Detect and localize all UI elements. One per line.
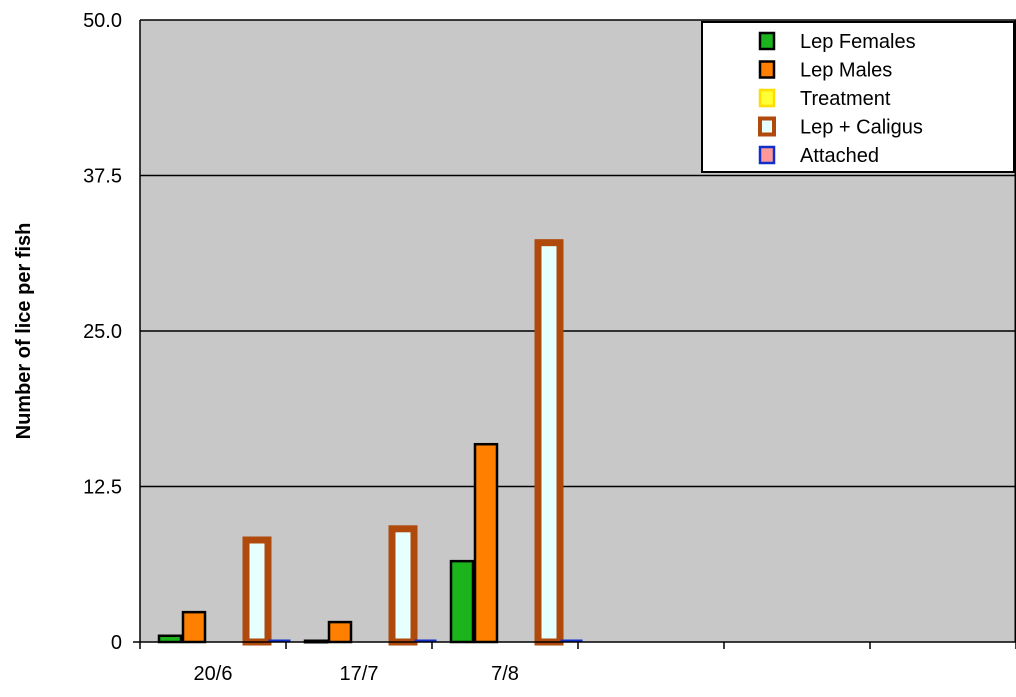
bar-lep-females — [449, 559, 475, 644]
x-tick-label: 7/8 — [491, 663, 519, 685]
bar-lep-males — [327, 620, 353, 644]
bar-attached — [268, 639, 291, 642]
y-tick-labels: 0 12.5 25.0 37.5 50.0 — [83, 10, 122, 654]
x-tick-label: 17/7 — [340, 663, 379, 685]
legend-swatch-lep-females — [758, 31, 776, 51]
y-tick-label: 12.5 — [83, 477, 122, 499]
x-tick-label: 20/6 — [194, 663, 233, 685]
y-tick-label: 0 — [111, 632, 122, 654]
y-axis-title: Number of lice per fish — [13, 223, 35, 440]
legend-label-lep-caligus: Lep + Caligus — [800, 117, 923, 139]
bar-lep-males — [181, 610, 207, 644]
legend-label-attached: Attached — [800, 145, 879, 167]
legend-swatch-lep-caligus — [758, 116, 776, 137]
gridlines — [140, 19, 1016, 488]
legend-label-treatment: Treatment — [800, 88, 891, 110]
y-tick-label: 50.0 — [83, 10, 122, 32]
bar-lep-caligus — [388, 525, 418, 646]
bar-attached — [560, 639, 583, 642]
bar-lep-males — [473, 442, 499, 644]
legend-swatch-lep-males — [758, 60, 776, 79]
bars — [157, 239, 583, 646]
axes — [133, 20, 1016, 649]
y-tick-label: 25.0 — [83, 321, 122, 343]
legend-box — [701, 21, 1015, 173]
legend-label-lep-males: Lep Males — [800, 60, 892, 82]
bar-lep-caligus — [534, 239, 564, 646]
x-tick-labels: 20/6 17/7 7/8 — [194, 663, 519, 685]
legend-swatch-treatment — [758, 88, 776, 108]
y-tick-label: 37.5 — [83, 166, 122, 188]
legend-swatch-attached — [758, 145, 776, 165]
bar-lep-caligus — [242, 536, 272, 646]
legend-label-lep-females: Lep Females — [800, 31, 916, 53]
bar-attached — [414, 639, 437, 642]
bar-lep-females — [157, 634, 183, 644]
legend: Lep Females Lep Males Treatment Lep + Calig… — [701, 21, 1015, 173]
